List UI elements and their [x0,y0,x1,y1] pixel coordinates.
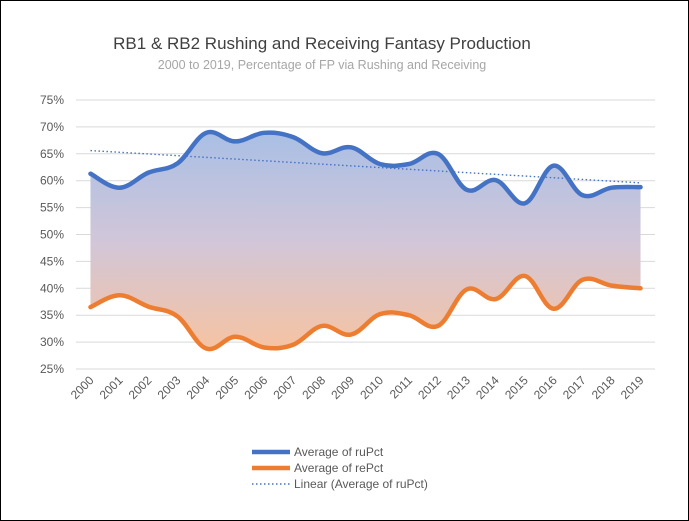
x-tick-label: 2017 [560,373,589,402]
y-tick-label: 30% [40,335,64,349]
chart-title: RB1 & RB2 Rushing and Receiving Fantasy … [113,34,531,53]
x-axis-ticks: 2000 2001 2002 2003 2004 2005 2006 2007 2008 2009… [68,373,647,402]
series-line-rePct [88,273,643,352]
x-tick-label: 2004 [184,373,213,402]
legend: Average of ruPct Average of rePct Linear… [252,445,428,491]
x-tick-label: 2009 [328,373,357,402]
y-tick-label: 70% [40,120,64,134]
x-tick-label: 2016 [531,373,560,402]
y-tick-label: 45% [40,254,64,268]
x-tick-label: 2008 [299,373,328,402]
x-tick-label: 2003 [155,373,184,402]
y-tick-label: 40% [40,281,64,295]
y-tick-label: 25% [40,362,64,376]
y-tick-label: 65% [40,147,64,161]
x-tick-label: 2014 [473,373,502,402]
legend-label-rePct: Average of rePct [294,461,384,475]
x-tick-label: 2012 [415,373,444,402]
y-tick-label: 35% [40,308,64,322]
x-tick-label: 2010 [357,373,386,402]
chart-subtitle: 2000 to 2019, Percentage of FP via Rushi… [158,58,487,72]
x-tick-label: 2018 [589,373,618,402]
x-tick-label: 2011 [387,373,415,401]
x-tick-label: 2000 [68,373,97,402]
x-tick-label: 2001 [97,373,126,402]
legend-label-ruPct: Average of ruPct [294,445,384,459]
legend-label-trendline: Linear (Average of ruPct) [294,477,428,491]
x-tick-label: 2002 [126,373,155,402]
y-tick-label: 55% [40,201,64,215]
series-line-ruPct [88,129,643,206]
y-tick-label: 75% [40,93,64,107]
x-tick-label: 2005 [213,373,242,402]
x-tick-label: 2013 [444,373,473,402]
x-tick-label: 2015 [502,373,531,402]
x-tick-label: 2007 [270,373,299,402]
x-tick-label: 2019 [618,373,647,402]
y-axis-ticks: 25% 30% 35% 40% 45% 50% 55% 60% 65% 70% 75% [40,93,64,376]
x-tick-label: 2006 [242,373,271,402]
y-tick-label: 60% [40,174,64,188]
y-tick-label: 50% [40,228,64,242]
